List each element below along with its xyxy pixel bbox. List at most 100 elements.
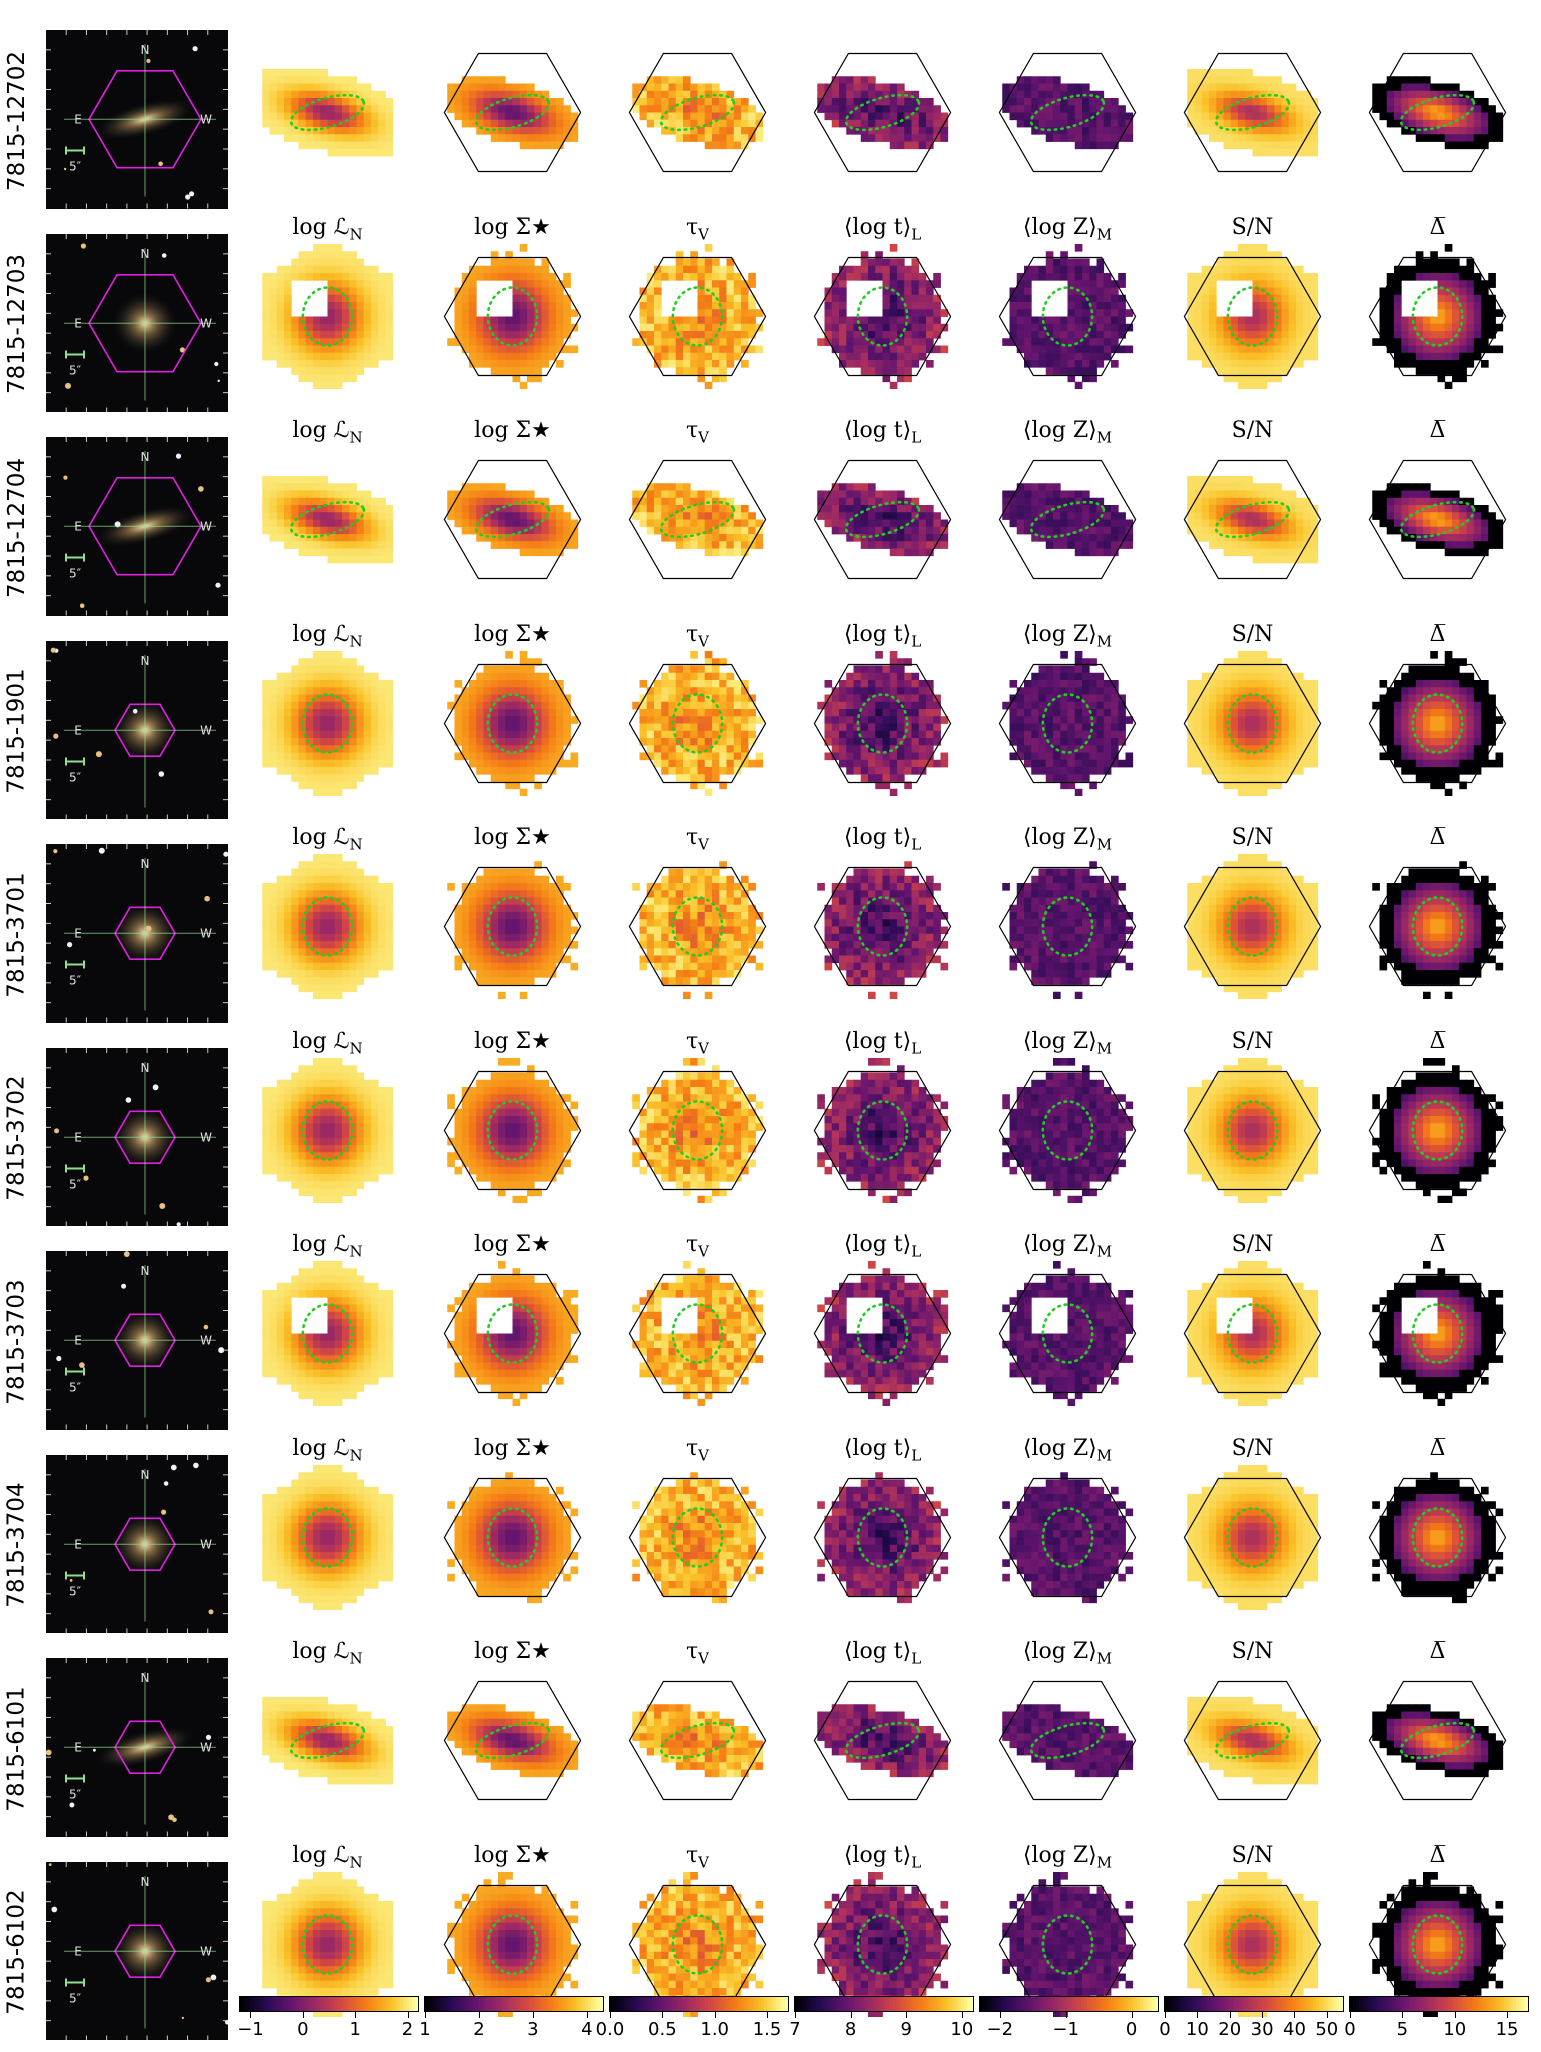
row-label: 7815-12702 — [0, 30, 34, 212]
column-title: ⟨log Z⟩M — [995, 1233, 1140, 1263]
column-title: S/N — [1180, 1435, 1325, 1461]
pixel-grid — [1372, 1261, 1504, 1406]
property-map — [262, 650, 394, 796]
effective-radius-ellipse — [486, 1099, 539, 1161]
footprint-outline — [1183, 866, 1322, 987]
effective-radius-ellipse — [1226, 1506, 1279, 1568]
star — [54, 1127, 60, 1133]
pixel-grid — [632, 76, 764, 150]
pixel-grid — [1187, 243, 1319, 389]
footprint-outline — [813, 459, 952, 580]
column-title: log ℒN — [255, 215, 400, 246]
compass-west-label: W — [200, 316, 212, 330]
effective-radius-ellipse — [671, 692, 724, 754]
row-label: 7815-3702 — [0, 1048, 34, 1230]
compass-north-label: N — [141, 1671, 150, 1685]
column-title-subscript: N — [349, 1242, 363, 1261]
colorbar-tick-mark — [999, 2012, 1001, 2018]
column-title-main: log Σ★ — [474, 1639, 551, 1664]
footprint-outline — [998, 1680, 1137, 1801]
column-title-main: ⟨log Z⟩ — [1022, 1435, 1097, 1461]
effective-radius-ellipse — [1411, 1303, 1464, 1364]
column-title-subscript: V — [698, 1852, 709, 1871]
effective-radius-ellipse — [1411, 1913, 1464, 1975]
star — [198, 486, 204, 492]
column-title: ⟨log t⟩L — [810, 826, 955, 856]
column-title: ⟨log Z⟩M — [995, 215, 1140, 246]
column-title: ⟨log t⟩L — [810, 1233, 955, 1263]
star — [121, 1283, 127, 1289]
pixel-grid — [447, 76, 579, 150]
column-title-main: log ℒ — [292, 1842, 350, 1868]
colorbar-logSigma — [424, 1996, 604, 2012]
pixel-grid — [1002, 650, 1134, 796]
column-title-subscript: L — [911, 1242, 922, 1261]
pixel-grid — [1372, 1704, 1504, 1778]
column-title: Δ̅ — [1365, 1029, 1510, 1054]
property-map — [628, 243, 767, 389]
footprint-outline — [628, 1273, 767, 1394]
effective-radius-ellipse — [1214, 93, 1291, 132]
column-title: ⟨log Z⟩M — [995, 622, 1140, 653]
pixel-grid — [1187, 1261, 1319, 1406]
property-map — [1368, 1471, 1507, 1603]
column-title-subscript: L — [911, 631, 922, 650]
star — [161, 1509, 167, 1515]
colorbar-tick-label: −2 — [986, 2019, 1014, 2040]
pixel-grid — [1002, 1261, 1134, 1406]
column-title-main: S/N — [1231, 1639, 1274, 1664]
column-title-main: S/N — [1231, 1842, 1274, 1868]
column-title: S/N — [1180, 215, 1325, 240]
footprint-outline — [998, 1273, 1137, 1394]
star — [79, 603, 85, 608]
compass-east-label: E — [74, 723, 82, 737]
column-title-subscript: V — [698, 1445, 709, 1464]
footprint-outline — [813, 52, 952, 173]
pixel-grid — [262, 1871, 394, 2017]
scale-bar — [65, 960, 85, 969]
column-title: ⟨log t⟩L — [810, 1029, 955, 1060]
property-map — [443, 1871, 582, 2017]
column-title: Δ̅ — [1365, 826, 1510, 850]
star — [189, 191, 195, 197]
column-title: log Σ★ — [440, 622, 585, 647]
column-title: log Σ★ — [440, 1233, 585, 1257]
pixel-grid — [262, 69, 394, 157]
column-title-subscript: N — [349, 1445, 363, 1464]
property-map — [998, 1871, 1137, 2017]
effective-radius-ellipse — [289, 93, 366, 132]
column-title: S/N — [1180, 622, 1325, 647]
property-map — [1368, 1057, 1507, 1203]
colorbar-tick-label: 0.5 — [648, 2019, 677, 2040]
colorbar-tick-label: 4 — [581, 2019, 593, 2040]
star — [146, 58, 151, 63]
colorbar-tick-label: 1.0 — [700, 2019, 730, 2040]
effective-radius-ellipse — [301, 1099, 354, 1161]
property-map — [628, 1471, 767, 1603]
row-label: 7815-1901 — [0, 641, 34, 823]
property-map — [628, 52, 767, 173]
property-map — [1368, 1680, 1507, 1801]
colorbar-tick-mark — [767, 2012, 769, 2018]
property-map — [813, 650, 952, 796]
column-title: Δ̅ — [1365, 622, 1510, 647]
footprint-outline — [1368, 1680, 1507, 1801]
scale-bar-label: 5″ — [69, 567, 82, 581]
colorbar-tick-mark — [1294, 2012, 1296, 2018]
column-title: ⟨log Z⟩M — [995, 1640, 1140, 1670]
column-title: S/N — [1180, 1029, 1325, 1054]
column-title-main: S/N — [1231, 1435, 1274, 1461]
colorbar-tick-mark — [302, 2012, 304, 2018]
column-title: log ℒN — [255, 1028, 400, 1060]
compass-east-label: E — [74, 1740, 82, 1754]
property-map — [443, 52, 582, 173]
star — [218, 1347, 225, 1354]
footprint-outline — [443, 663, 582, 783]
pixel-grid — [632, 1261, 764, 1406]
property-map — [1368, 861, 1507, 999]
property-map — [628, 861, 767, 999]
property-map — [262, 1057, 394, 1203]
column-title-main: log ℒ — [292, 1028, 350, 1054]
star — [203, 1324, 209, 1330]
row-label: 7815-6101 — [0, 1658, 34, 1840]
